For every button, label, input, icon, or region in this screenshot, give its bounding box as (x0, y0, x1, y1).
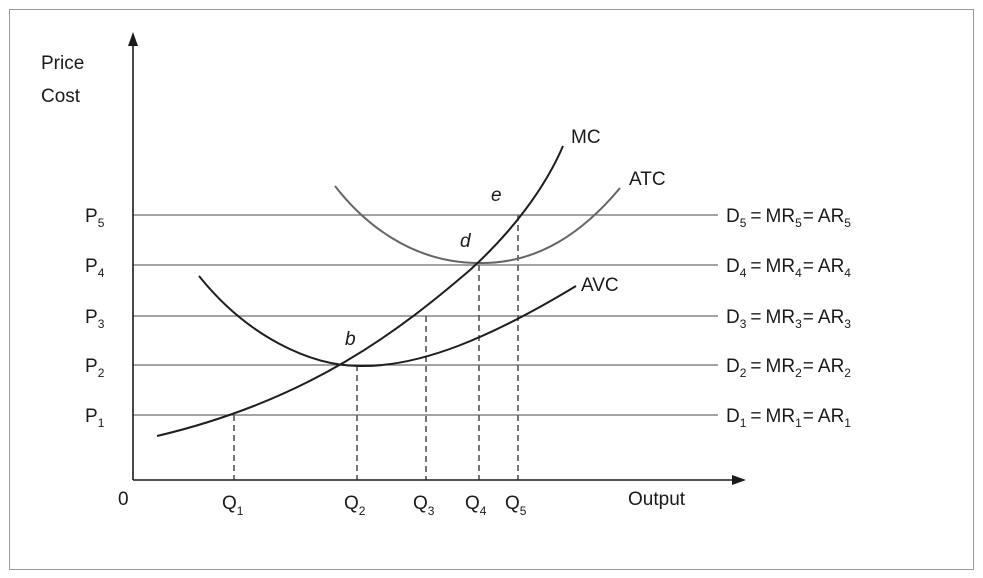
atc-label: ATC (629, 169, 666, 190)
point-e-label: e (491, 185, 502, 206)
price-label-5: P5 (85, 206, 105, 230)
quantity-label-1: Q1 (222, 493, 244, 518)
y-axis-arrowhead (128, 32, 138, 46)
x-axis-label: Output (628, 489, 686, 510)
avc-label: AVC (581, 275, 619, 296)
demand-label-4: D4 = MR4= AR4 (726, 256, 851, 280)
point-b-label: b (345, 329, 356, 350)
demand-label-1: D1 = MR1= AR1 (726, 406, 851, 430)
quantity-label-2: Q2 (344, 493, 366, 518)
price-label-2: P2 (85, 356, 105, 380)
mc-label: MC (571, 127, 601, 148)
y-axis-label-cost: Cost (41, 86, 81, 107)
demand-label-3: D3 = MR3= AR3 (726, 307, 851, 331)
avc-curve (198, 275, 577, 368)
demand-label-2: D2 = MR2= AR2 (726, 356, 851, 380)
x-axis-arrowhead (732, 475, 746, 485)
diagram-frame (9, 9, 974, 570)
demand-label-5: D5 = MR5= AR5 (726, 206, 851, 230)
price-label-4: P4 (85, 256, 105, 280)
origin-label: 0 (118, 489, 129, 510)
price-label-3: P3 (85, 307, 105, 331)
mc-curve (156, 145, 564, 437)
point-d-label: d (460, 231, 472, 252)
quantity-label-4: Q4 (465, 493, 487, 518)
y-axis-label-price: Price (41, 53, 84, 74)
quantity-label-5: Q5 (505, 493, 527, 518)
quantity-label-3: Q3 (413, 493, 435, 518)
price-label-1: P1 (85, 406, 105, 430)
